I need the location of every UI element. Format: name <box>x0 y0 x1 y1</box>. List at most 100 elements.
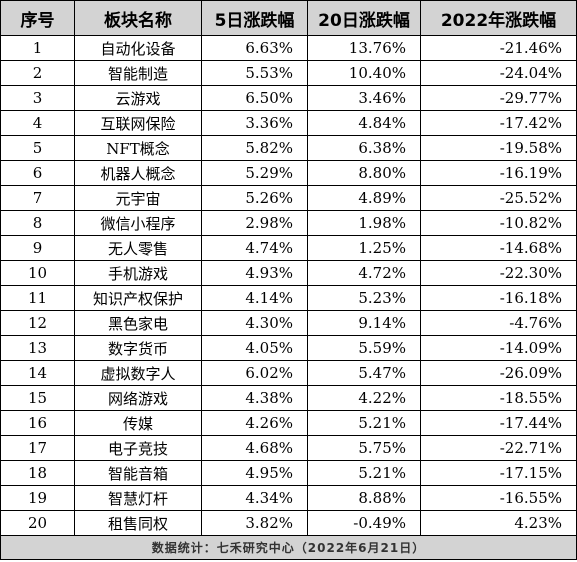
change-5day-cell: 4.14% <box>201 285 308 311</box>
change-5day-cell: 5.26% <box>201 185 308 211</box>
change-2022-cell: -17.44% <box>420 410 577 436</box>
table-row: 16 传媒 4.26% 5.21% -17.44% <box>0 410 577 436</box>
row-index-cell: 8 <box>0 210 75 236</box>
change-2022-cell: -17.15% <box>420 460 577 486</box>
row-index-cell: 18 <box>0 460 75 486</box>
table-body: 1 自动化设备 6.63% 13.76% -21.46% 2 智能制造 5.53% 10.40%… <box>0 35 577 536</box>
change-5day-cell: 4.30% <box>201 310 308 336</box>
change-2022-cell: -16.18% <box>420 285 577 311</box>
row-index-cell: 12 <box>0 310 75 336</box>
row-index-cell: 10 <box>0 260 75 286</box>
sector-name-cell: 手机游戏 <box>74 260 202 286</box>
change-2022-cell: -16.19% <box>420 160 577 186</box>
change-20day-cell: 3.46% <box>307 85 421 111</box>
change-20day-cell: 5.23% <box>307 285 421 311</box>
change-5day-cell: 3.36% <box>201 110 308 136</box>
table-row: 5 NFT概念 5.82% 6.38% -19.58% <box>0 135 577 161</box>
change-20day-cell: 4.84% <box>307 110 421 136</box>
table-row: 4 互联网保险 3.36% 4.84% -17.42% <box>0 110 577 136</box>
header-20day-change: 20日涨跌幅 <box>307 0 421 36</box>
row-index-cell: 2 <box>0 60 75 86</box>
change-2022-cell: -17.42% <box>420 110 577 136</box>
change-2022-cell: -18.55% <box>420 385 577 411</box>
change-20day-cell: 5.47% <box>307 360 421 386</box>
sector-name-cell: 电子竞技 <box>74 435 202 461</box>
table-row: 19 智慧灯杆 4.34% 8.88% -16.55% <box>0 485 577 511</box>
table-row: 2 智能制造 5.53% 10.40% -24.04% <box>0 60 577 86</box>
table-row: 14 虚拟数字人 6.02% 5.47% -26.09% <box>0 360 577 386</box>
row-index-cell: 11 <box>0 285 75 311</box>
row-index-cell: 6 <box>0 160 75 186</box>
table-header: 序号 板块名称 5日涨跌幅 20日涨跌幅 2022年涨跌幅 <box>0 0 577 36</box>
table-row: 3 云游戏 6.50% 3.46% -29.77% <box>0 85 577 111</box>
sector-name-cell: 云游戏 <box>74 85 202 111</box>
change-5day-cell: 2.98% <box>201 210 308 236</box>
change-20day-cell: 5.59% <box>307 335 421 361</box>
sector-name-cell: 智能音箱 <box>74 460 202 486</box>
change-2022-cell: -29.77% <box>420 85 577 111</box>
change-20day-cell: 4.89% <box>307 185 421 211</box>
row-index-cell: 15 <box>0 385 75 411</box>
sector-name-cell: NFT概念 <box>74 135 202 161</box>
row-index-cell: 14 <box>0 360 75 386</box>
sector-name-cell: 互联网保险 <box>74 110 202 136</box>
row-index-cell: 1 <box>0 35 75 61</box>
change-5day-cell: 3.82% <box>201 510 308 536</box>
change-20day-cell: 5.21% <box>307 460 421 486</box>
change-20day-cell: 8.88% <box>307 485 421 511</box>
table-row: 6 机器人概念 5.29% 8.80% -16.19% <box>0 160 577 186</box>
change-5day-cell: 6.63% <box>201 35 308 61</box>
change-5day-cell: 4.05% <box>201 335 308 361</box>
table-row: 20 租售同权 3.82% -0.49% 4.23% <box>0 510 577 536</box>
change-5day-cell: 4.38% <box>201 385 308 411</box>
row-index-cell: 4 <box>0 110 75 136</box>
sector-name-cell: 智能制造 <box>74 60 202 86</box>
change-20day-cell: 6.38% <box>307 135 421 161</box>
sector-name-cell: 微信小程序 <box>74 210 202 236</box>
header-5day-change: 5日涨跌幅 <box>201 0 308 36</box>
sector-name-cell: 网络游戏 <box>74 385 202 411</box>
change-5day-cell: 5.29% <box>201 160 308 186</box>
change-2022-cell: -16.55% <box>420 485 577 511</box>
change-2022-cell: -10.82% <box>420 210 577 236</box>
sector-name-cell: 黑色家电 <box>74 310 202 336</box>
table-row: 17 电子竞技 4.68% 5.75% -22.71% <box>0 435 577 461</box>
change-20day-cell: 13.76% <box>307 35 421 61</box>
row-index-cell: 9 <box>0 235 75 261</box>
change-2022-cell: -19.58% <box>420 135 577 161</box>
change-5day-cell: 4.68% <box>201 435 308 461</box>
header-index: 序号 <box>0 0 75 36</box>
change-20day-cell: 8.80% <box>307 160 421 186</box>
change-2022-cell: -4.76% <box>420 310 577 336</box>
sector-name-cell: 智慧灯杆 <box>74 485 202 511</box>
table-row: 13 数字货币 4.05% 5.59% -14.09% <box>0 335 577 361</box>
table-row: 11 知识产权保护 4.14% 5.23% -16.18% <box>0 285 577 311</box>
change-2022-cell: -24.04% <box>420 60 577 86</box>
change-2022-cell: -25.52% <box>420 185 577 211</box>
change-2022-cell: -14.09% <box>420 335 577 361</box>
table-row: 18 智能音箱 4.95% 5.21% -17.15% <box>0 460 577 486</box>
change-20day-cell: 1.25% <box>307 235 421 261</box>
sector-name-cell: 租售同权 <box>74 510 202 536</box>
row-index-cell: 19 <box>0 485 75 511</box>
change-5day-cell: 4.34% <box>201 485 308 511</box>
table-row: 9 无人零售 4.74% 1.25% -14.68% <box>0 235 577 261</box>
table-row: 15 网络游戏 4.38% 4.22% -18.55% <box>0 385 577 411</box>
sector-name-cell: 虚拟数字人 <box>74 360 202 386</box>
header-row: 序号 板块名称 5日涨跌幅 20日涨跌幅 2022年涨跌幅 <box>0 0 577 36</box>
table-row: 8 微信小程序 2.98% 1.98% -10.82% <box>0 210 577 236</box>
change-20day-cell: 1.98% <box>307 210 421 236</box>
change-2022-cell: -22.71% <box>420 435 577 461</box>
change-2022-cell: 4.23% <box>420 510 577 536</box>
sector-name-cell: 自动化设备 <box>74 35 202 61</box>
change-20day-cell: 4.72% <box>307 260 421 286</box>
change-5day-cell: 5.82% <box>201 135 308 161</box>
change-5day-cell: 4.74% <box>201 235 308 261</box>
row-index-cell: 16 <box>0 410 75 436</box>
sector-name-cell: 机器人概念 <box>74 160 202 186</box>
change-5day-cell: 4.95% <box>201 460 308 486</box>
header-sector-name: 板块名称 <box>74 0 202 36</box>
change-5day-cell: 4.26% <box>201 410 308 436</box>
